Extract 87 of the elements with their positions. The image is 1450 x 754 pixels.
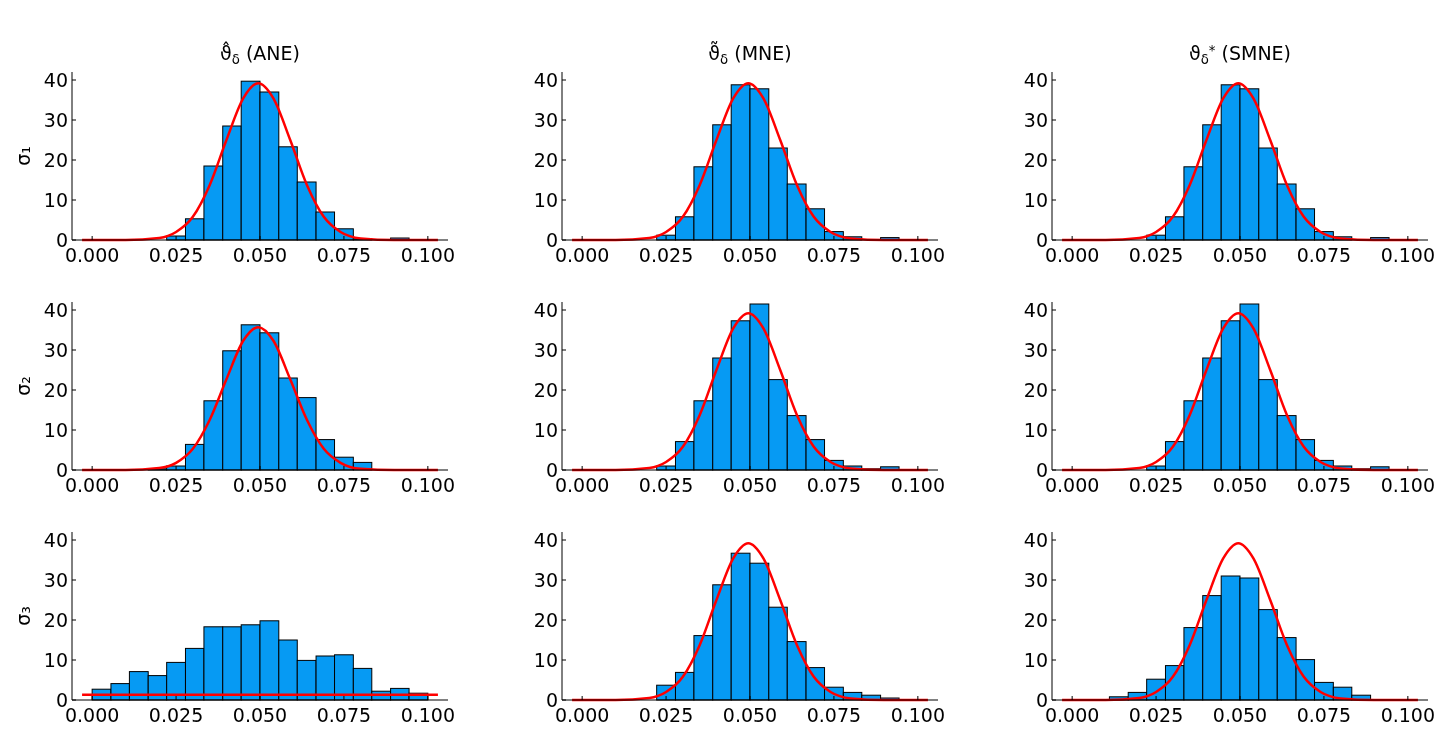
y-tick-label: 10 [1023, 188, 1048, 211]
y-tick-label: 30 [1023, 108, 1048, 131]
x-tick-label: 0.025 [638, 244, 694, 266]
x-tick-label: 0.025 [148, 244, 204, 266]
y-tick-label: 40 [1023, 68, 1048, 91]
y-tick-label: 10 [533, 188, 558, 211]
y-tick-label: 20 [43, 378, 68, 401]
y-tick-label: 40 [1023, 298, 1048, 321]
x-tick-label: 0.100 [1380, 704, 1436, 726]
y-tick-label: 10 [43, 188, 68, 211]
x-tick-label: 0.075 [1296, 704, 1352, 726]
chart-title: ϑ̃$_{δ}$ (MNE) [708, 39, 792, 67]
x-tick-label: 0.075 [1296, 244, 1352, 266]
x-tick-label: 0.075 [806, 244, 862, 266]
y-tick-label: 30 [1023, 338, 1048, 361]
x-tick-label: 0.025 [148, 474, 204, 496]
y-tick-label: 0 [55, 458, 68, 481]
x-tick-label: 0.100 [890, 704, 946, 726]
x-tick-label: 0.050 [722, 474, 778, 496]
x-tick-label: 0.025 [638, 474, 694, 496]
y-tick-label: 30 [533, 338, 558, 361]
y-tick-label: 20 [533, 148, 558, 171]
y-tick-label: 0 [1035, 228, 1048, 251]
y-tick-label: 30 [533, 108, 558, 131]
y-tick-label: 20 [1023, 148, 1048, 171]
x-tick-label: 0.050 [232, 244, 288, 266]
x-tick-label: 0.100 [1380, 474, 1436, 496]
x-tick-label: 0.025 [638, 704, 694, 726]
x-tick-label: 0.025 [1128, 474, 1184, 496]
x-tick-label: 0.050 [1212, 474, 1268, 496]
x-tick-label: 0.100 [400, 244, 456, 266]
y-tick-label: 30 [533, 568, 558, 591]
x-tick-label: 0.075 [806, 474, 862, 496]
y-tick-label: 30 [1023, 568, 1048, 591]
x-tick-label: 0.075 [1296, 474, 1352, 496]
x-tick-label: 0.075 [316, 704, 372, 726]
y-tick-label: 30 [43, 568, 68, 591]
y-tick-label: 10 [533, 418, 558, 441]
y-tick-label: 0 [545, 688, 558, 711]
y-tick-label: 20 [43, 608, 68, 631]
y-tick-label: 40 [533, 528, 558, 551]
y-tick-label: 40 [43, 68, 68, 91]
chart-title: ϑ̂$_{δ}$ (ANE) [220, 40, 300, 67]
y-tick-label: 10 [1023, 418, 1048, 441]
y-tick-label: 30 [43, 108, 68, 131]
y-tick-label: 20 [533, 378, 558, 401]
y-axis-title: σ₂ [12, 376, 34, 396]
x-tick-label: 0.025 [148, 704, 204, 726]
x-tick-label: 0.025 [1128, 704, 1184, 726]
x-tick-label: 0.100 [890, 244, 946, 266]
x-tick-label: 0.050 [1212, 704, 1268, 726]
y-tick-label: 10 [43, 418, 68, 441]
y-tick-label: 40 [1023, 528, 1048, 551]
y-tick-label: 10 [1023, 648, 1048, 671]
y-axis-title: σ₁ [12, 146, 34, 166]
y-tick-label: 0 [545, 228, 558, 251]
x-tick-label: 0.050 [722, 244, 778, 266]
y-tick-label: 0 [55, 688, 68, 711]
y-tick-label: 10 [43, 648, 68, 671]
y-tick-label: 30 [43, 338, 68, 361]
x-tick-label: 0.025 [1128, 244, 1184, 266]
x-tick-label: 0.075 [316, 474, 372, 496]
x-tick-label: 0.100 [400, 704, 456, 726]
y-tick-label: 0 [55, 228, 68, 251]
y-axis-title: σ₃ [12, 606, 34, 626]
x-tick-label: 0.075 [316, 244, 372, 266]
y-tick-label: 40 [533, 298, 558, 321]
y-tick-label: 20 [1023, 608, 1048, 631]
y-tick-label: 20 [1023, 378, 1048, 401]
y-tick-label: 40 [43, 528, 68, 551]
x-tick-label: 0.100 [1380, 244, 1436, 266]
y-tick-label: 40 [43, 298, 68, 321]
x-tick-label: 0.100 [400, 474, 456, 496]
y-tick-label: 40 [533, 68, 558, 91]
x-tick-label: 0.100 [890, 474, 946, 496]
y-tick-label: 10 [533, 648, 558, 671]
chart-title: ϑ$_{δ}$$^{*}$ (SMNE) [1188, 42, 1292, 67]
y-tick-label: 0 [1035, 688, 1048, 711]
x-tick-label: 0.075 [806, 704, 862, 726]
y-tick-label: 0 [545, 458, 558, 481]
x-tick-label: 0.050 [1212, 244, 1268, 266]
y-tick-label: 0 [1035, 458, 1048, 481]
y-tick-label: 20 [43, 148, 68, 171]
y-tick-label: 20 [533, 608, 558, 631]
x-tick-label: 0.050 [722, 704, 778, 726]
x-tick-label: 0.050 [232, 474, 288, 496]
x-tick-label: 0.050 [232, 704, 288, 726]
